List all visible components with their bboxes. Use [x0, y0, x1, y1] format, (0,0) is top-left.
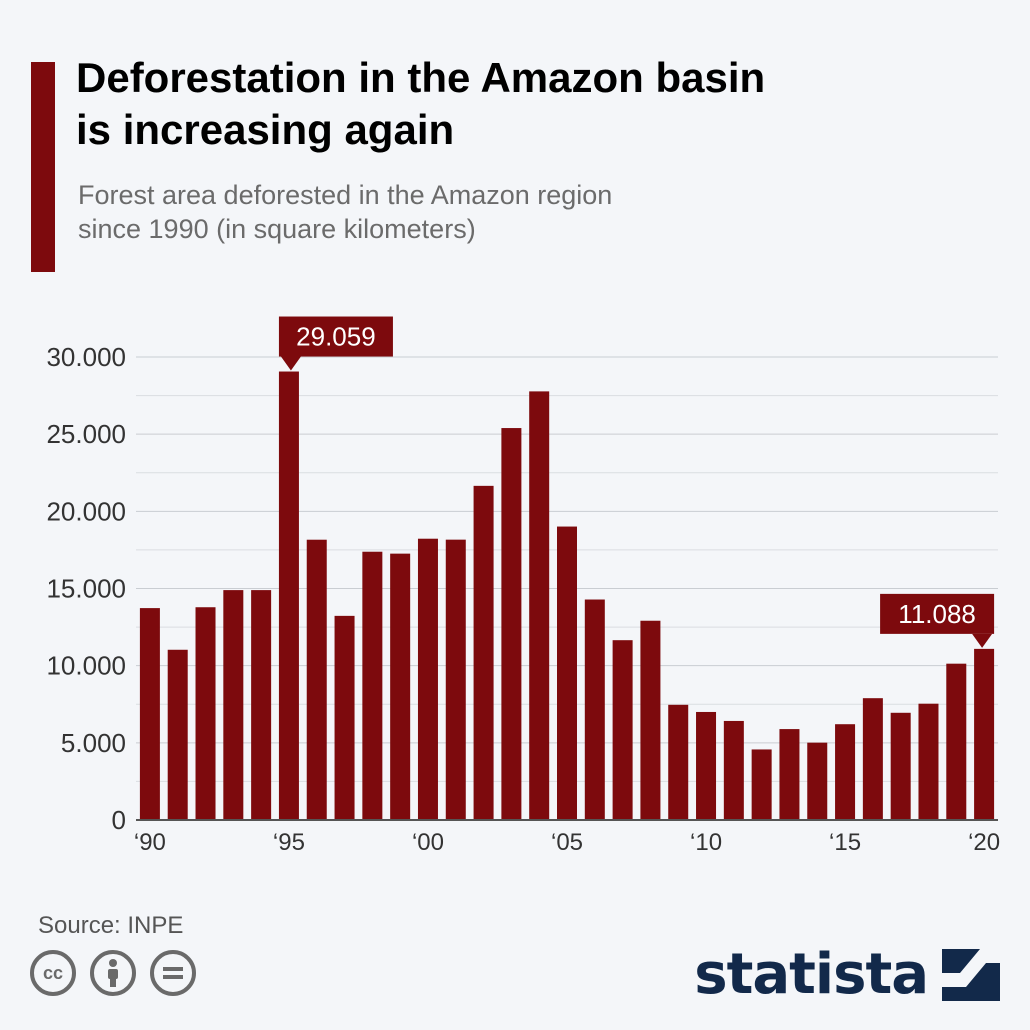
bar	[195, 607, 216, 820]
bar	[306, 539, 327, 820]
bar	[445, 539, 466, 820]
bar	[584, 599, 605, 820]
bar	[918, 703, 939, 820]
attribution-icon[interactable]	[90, 950, 136, 996]
bar	[668, 704, 689, 820]
y-tick-label: 10.000	[46, 651, 126, 681]
source-label: Source: INPE	[38, 912, 184, 939]
bar	[473, 485, 494, 820]
bar	[501, 428, 522, 820]
bar	[890, 712, 911, 820]
bar	[557, 526, 577, 820]
x-tick-label: ‘00	[412, 829, 444, 856]
bar	[807, 742, 828, 820]
bar	[417, 538, 438, 820]
y-tick-label: 0	[112, 805, 126, 835]
x-tick-label: ‘15	[829, 829, 861, 856]
bar	[167, 649, 188, 820]
y-tick-label: 30.000	[46, 342, 126, 372]
annotation-pointer	[280, 356, 301, 371]
y-tick-label: 15.000	[46, 574, 126, 604]
bar	[835, 724, 856, 820]
x-tick-label: ‘10	[690, 829, 722, 856]
bar	[139, 608, 160, 820]
x-tick-label: ‘20	[968, 829, 1000, 856]
bar	[723, 720, 744, 820]
brand-name: statista	[694, 942, 929, 1007]
page-subtitle: Forest area deforested in the Amazon reg…	[78, 178, 878, 246]
x-tick-label: ‘95	[273, 829, 305, 856]
page-title: Deforestation in the Amazon basin is inc…	[76, 52, 976, 156]
annotation-box	[880, 593, 995, 634]
bar	[223, 590, 244, 820]
bar	[390, 553, 411, 820]
y-tick-label: 5.000	[61, 728, 126, 758]
statista-logo[interactable]: statista	[694, 942, 1000, 1007]
bar	[862, 698, 883, 820]
bar	[696, 711, 717, 820]
subtitle-line-2: since 1990 (in square kilometers)	[78, 214, 476, 244]
title-line-2: is increasing again	[76, 106, 455, 153]
bar	[612, 640, 633, 820]
bar-chart: 0 5.000 10.000 15.000 20.000 25.000 30.000 ‘90 ‘…	[46, 316, 1000, 856]
annotation-label: 29.059	[296, 322, 376, 352]
title-line-1: Deforestation in the Amazon basin	[76, 54, 766, 101]
no-derivatives-icon[interactable]	[150, 950, 196, 996]
subtitle-line-1: Forest area deforested in the Amazon reg…	[78, 180, 613, 210]
x-tick-label: ‘90	[134, 829, 166, 856]
y-tick-label: 25.000	[46, 419, 126, 449]
annotation-box	[278, 316, 393, 357]
title-accent-bar	[31, 62, 55, 272]
bar	[529, 391, 550, 820]
annotation-label: 11.088	[898, 599, 976, 629]
annotation-pointer	[972, 633, 993, 648]
bar	[751, 749, 772, 820]
bar	[334, 615, 355, 820]
license-icons: cc	[30, 950, 196, 996]
bar	[640, 620, 661, 820]
bar	[974, 648, 995, 820]
cc-icon[interactable]: cc	[30, 950, 76, 996]
bar	[779, 729, 800, 820]
bar	[362, 551, 383, 820]
bar	[278, 371, 299, 820]
x-tick-label: ‘05	[551, 829, 583, 856]
statista-mark-icon	[942, 948, 1000, 1001]
bar	[946, 663, 967, 820]
bar	[251, 590, 272, 820]
y-tick-label: 20.000	[46, 496, 126, 526]
